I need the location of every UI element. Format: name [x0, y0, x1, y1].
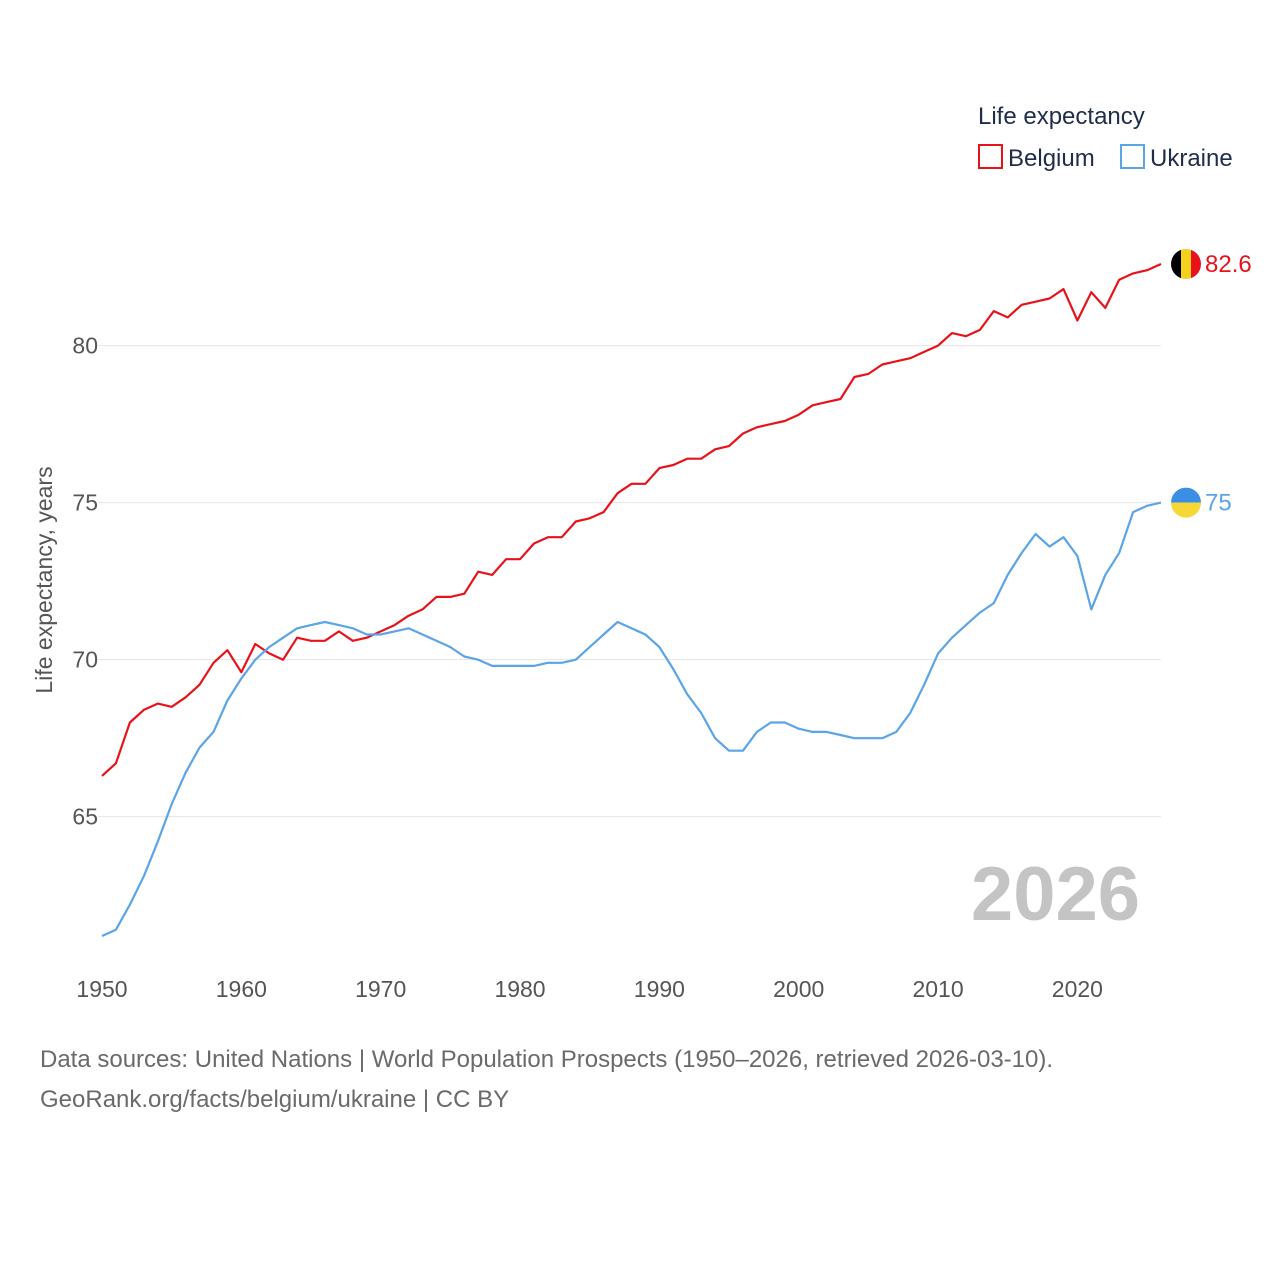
year-watermark: 2026 [971, 852, 1140, 937]
belgium-flag-icon [1171, 249, 1201, 279]
x-tick-label: 2010 [912, 976, 963, 1002]
x-axis-ticks: 1950 1960 1970 1980 1990 2000 2010 2020 [76, 976, 1103, 1002]
legend-item-ukraine[interactable]: Ukraine [1120, 144, 1233, 172]
legend-swatch-ukraine [1120, 144, 1145, 169]
gridlines [98, 345, 1161, 818]
x-tick-label: 2000 [773, 976, 824, 1002]
legend-label-ukraine: Ukraine [1150, 145, 1233, 172]
x-tick-label: 1950 [76, 976, 127, 1002]
y-axis-ticks: 65 70 75 80 [72, 333, 98, 830]
x-tick-label: 1990 [634, 976, 685, 1002]
ukraine-end-value: 75 [1205, 490, 1232, 517]
belgium-end-marker: 82.6 [1171, 249, 1252, 279]
credit-line: GeoRank.org/facts/belgium/ukraine | CC B… [40, 1086, 510, 1113]
y-tick-label: 75 [72, 490, 98, 516]
x-tick-label: 1980 [494, 976, 545, 1002]
series-lines [101, 262, 1162, 938]
y-tick-label: 70 [72, 647, 98, 673]
ukraine-flag-icon [1171, 487, 1201, 518]
line-chart: 65 70 75 80 1950 1960 1970 1980 1990 2000 2010 202… [31, 103, 1252, 1002]
data-source-line: Data sources: United Nations | World Pop… [40, 1046, 1054, 1073]
x-tick-label: 1960 [216, 976, 267, 1002]
legend-title: Life expectancy [978, 103, 1145, 130]
legend-item-belgium[interactable]: Belgium [978, 144, 1095, 172]
series-line-ukraine[interactable] [101, 501, 1162, 938]
series-line-belgium[interactable] [101, 262, 1162, 777]
y-axis-title: Life expectancy, years [31, 466, 57, 693]
legend-label-belgium: Belgium [1008, 145, 1095, 172]
x-tick-label: 1970 [355, 976, 406, 1002]
y-tick-label: 65 [72, 804, 98, 830]
legend-swatch-belgium [978, 144, 1003, 169]
legend[interactable]: Life expectancy Belgium Ukraine [978, 103, 1233, 172]
source-note: Data sources: United Nations | World Pop… [40, 1040, 1053, 1120]
x-tick-label: 2020 [1052, 976, 1103, 1002]
y-tick-label: 80 [72, 333, 98, 359]
ukraine-end-marker: 75 [1171, 487, 1232, 518]
belgium-end-value: 82.6 [1205, 251, 1252, 278]
